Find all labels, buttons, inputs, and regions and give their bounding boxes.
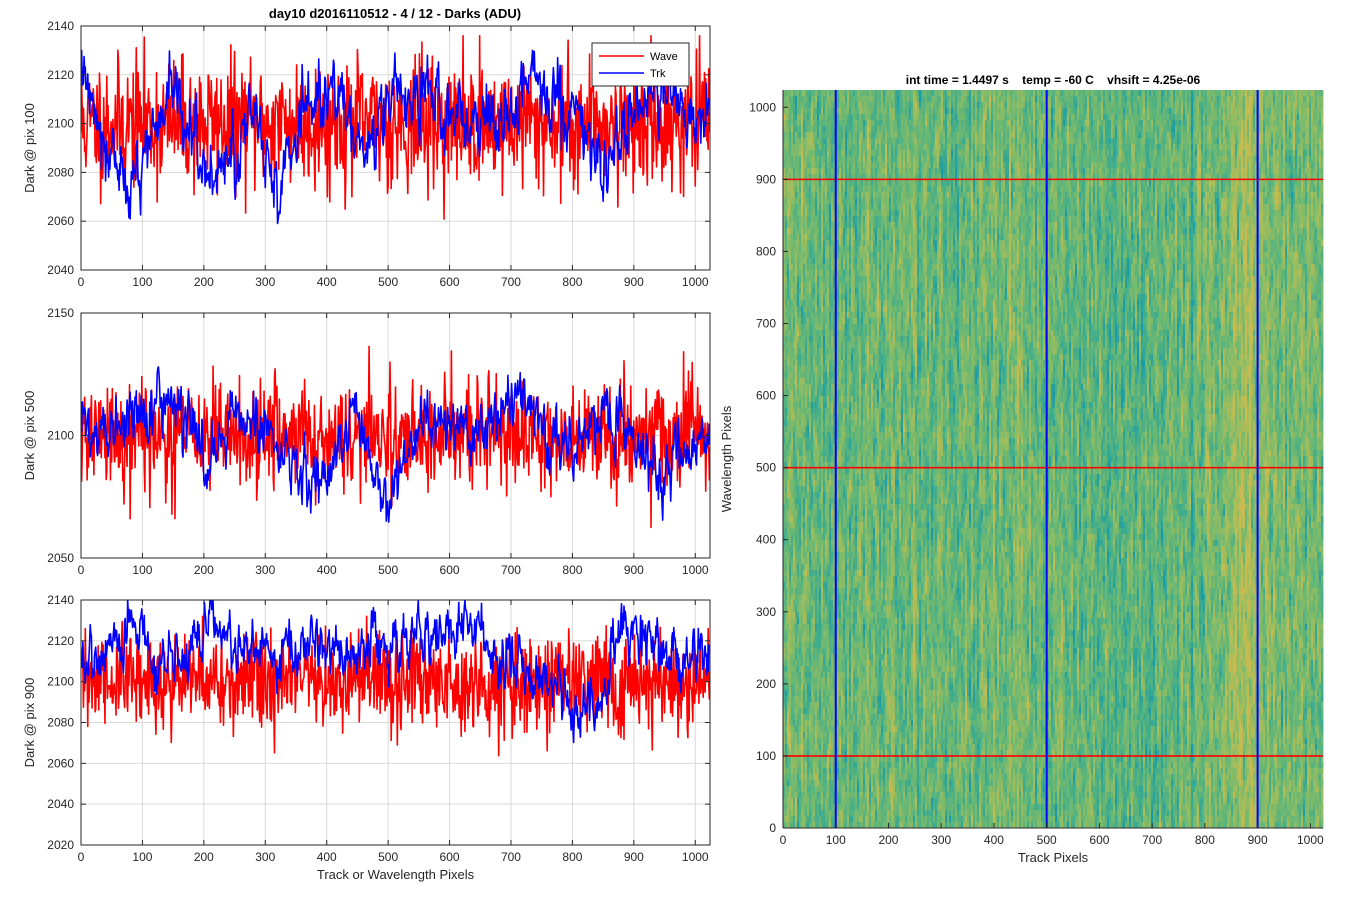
x-tick-label: 400: [317, 563, 337, 577]
y-axis-label: Dark @ pix 100: [22, 103, 37, 193]
y-tick-label: 2120: [47, 634, 74, 648]
x-tick-label: 200: [194, 563, 214, 577]
legend-box: [592, 43, 689, 86]
x-axis-label: Track or Wavelength Pixels: [317, 867, 475, 882]
x-tick-label: 200: [194, 275, 214, 289]
x-tick-label: 900: [624, 850, 644, 864]
x-tick-label: 800: [562, 850, 582, 864]
x-tick-label: 400: [317, 850, 337, 864]
x-tick-label: 100: [132, 850, 152, 864]
y-tick-label: 2140: [47, 19, 74, 33]
y-tick-label: 2100: [47, 675, 74, 689]
x-tick-label: 500: [378, 275, 398, 289]
axes-3: 0 100 200 300 400 500 600 700 800 900 1000 2020 2040…: [22, 593, 710, 882]
legend-label-wave: Wave: [650, 51, 678, 63]
y-tick-label: 2060: [47, 756, 74, 770]
x-tick-label: 100: [132, 275, 152, 289]
x-tick-label: 0: [78, 850, 85, 864]
x-tick-label: 300: [255, 275, 275, 289]
y-tick-label: 2060: [47, 214, 74, 228]
x-tick-label: 700: [501, 850, 521, 864]
legend: Wave Trk: [592, 43, 689, 86]
y-tick-label: 2050: [47, 551, 74, 565]
y-tick-label: 2020: [47, 838, 74, 852]
x-tick-label: 600: [440, 275, 460, 289]
x-tick-label: 0: [78, 563, 85, 577]
x-tick-label: 1000: [682, 563, 709, 577]
y-axis-label: Dark @ pix 900: [22, 678, 37, 768]
x-tick-label: 800: [562, 275, 582, 289]
y-axis-label: Dark @ pix 500: [22, 391, 37, 481]
x-tick-label: 700: [501, 563, 521, 577]
x-tick-label: 400: [317, 275, 337, 289]
x-tick-label: 1000: [682, 275, 709, 289]
x-tick-label: 0: [78, 275, 85, 289]
y-tick-label: 2040: [47, 263, 74, 277]
x-tick-label: 900: [624, 563, 644, 577]
y-tick-label: 2120: [47, 68, 74, 82]
x-tick-label: 500: [378, 563, 398, 577]
x-tick-label: 800: [562, 563, 582, 577]
x-tick-label: 1000: [682, 850, 709, 864]
x-tick-label: 300: [255, 563, 275, 577]
y-tick-label: 2080: [47, 165, 74, 179]
x-tick-label: 200: [194, 850, 214, 864]
axes-1: 0 100 200 300 400 500 600 700 800 900 1000 2040 2060…: [22, 19, 710, 289]
y-tick-label: 2140: [47, 593, 74, 607]
heatmap-image: [783, 90, 1323, 828]
x-tick-label: 600: [440, 850, 460, 864]
y-tick-label: 2150: [47, 306, 74, 320]
y-tick-label: 2040: [47, 797, 74, 811]
legend-label-trk: Trk: [650, 68, 666, 80]
x-tick-label: 600: [440, 563, 460, 577]
y-tick-label: 2100: [47, 429, 74, 443]
x-tick-label: 100: [132, 563, 152, 577]
y-tick-label: 2100: [47, 117, 74, 131]
axes-2: 0 100 200 300 400 500 600 700 800 900 1000 2050 2100…: [22, 306, 710, 577]
x-tick-label: 300: [255, 850, 275, 864]
x-tick-label: 700: [501, 275, 521, 289]
x-tick-label: 500: [378, 850, 398, 864]
x-tick-label: 900: [624, 275, 644, 289]
y-tick-label: 2080: [47, 716, 74, 730]
